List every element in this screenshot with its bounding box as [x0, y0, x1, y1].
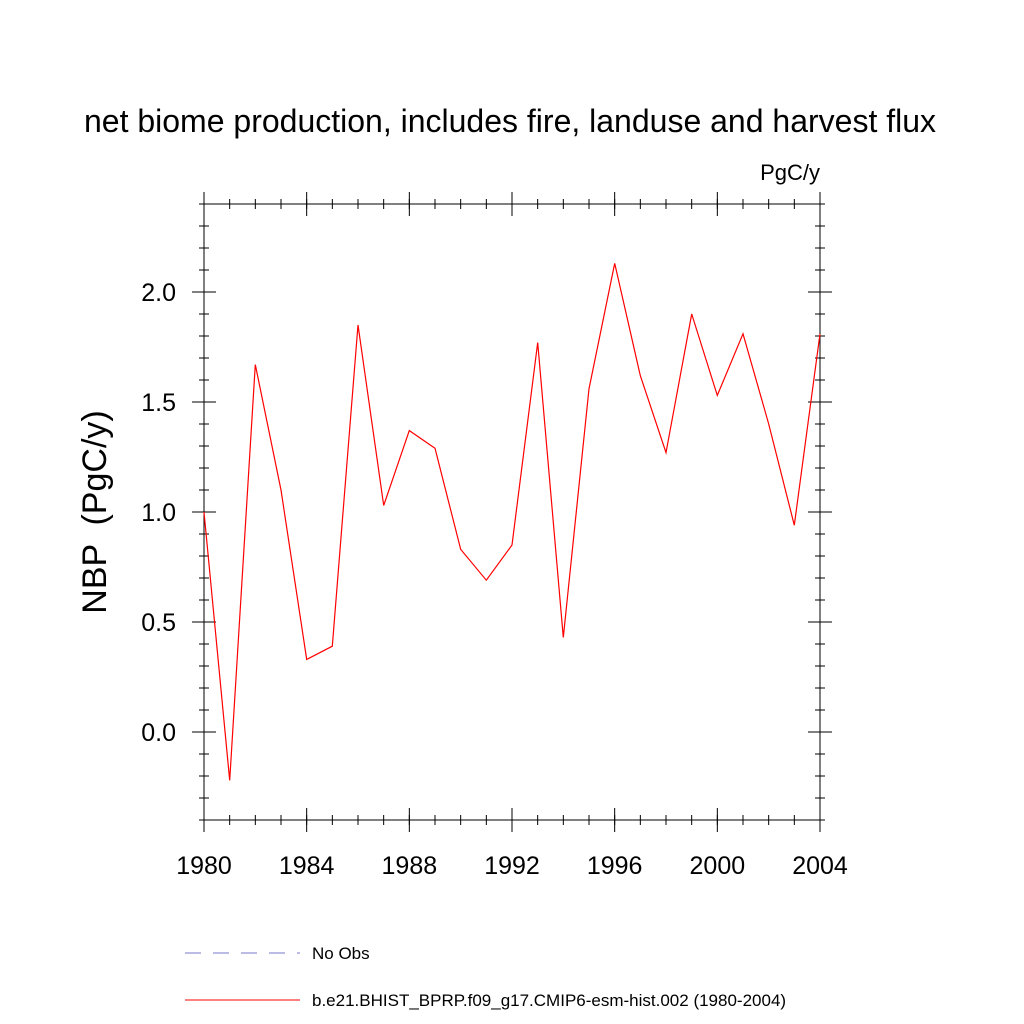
series-line	[203, 263, 821, 781]
x-tick-label: 1984	[279, 852, 335, 880]
legend-label-model: b.e21.BHIST_BPRP.f09_g17.CMIP6-esm-hist.…	[312, 991, 786, 1010]
y-tick-label: 1.5	[141, 389, 176, 417]
y-tick-label: 1.0	[141, 499, 176, 527]
x-tick-label: 1996	[587, 852, 643, 880]
y-tick-label: 2.0	[141, 279, 176, 307]
y-tick-labels: 0.0 0.5 1.0 1.5 2.0	[141, 279, 176, 747]
x-tick-label: 1988	[382, 852, 438, 880]
minor-ticks	[199, 199, 825, 825]
y-tick-label: 0.0	[141, 719, 176, 747]
x-tick-label: 1992	[484, 852, 540, 880]
x-tick-label: 2000	[690, 852, 746, 880]
x-tick-labels: 1980 1984 1988 1992 1996 2000 2004	[176, 852, 848, 880]
series-layer	[203, 263, 821, 781]
legend-label-no-obs: No Obs	[312, 944, 370, 963]
x-tick-label: 2004	[792, 852, 848, 880]
x-tick-label: 1980	[176, 852, 232, 880]
y-tick-label: 0.5	[141, 609, 176, 637]
y-axis-label: NBP (PgC/y)	[76, 410, 114, 613]
plot-frame	[203, 203, 821, 821]
legend: No Obs b.e21.BHIST_BPRP.f09_g17.CMIP6-es…	[185, 944, 786, 1010]
major-ticks	[192, 192, 832, 832]
chart-title: net biome production, includes fire, lan…	[84, 103, 936, 139]
units-label: PgC/y	[760, 160, 820, 185]
